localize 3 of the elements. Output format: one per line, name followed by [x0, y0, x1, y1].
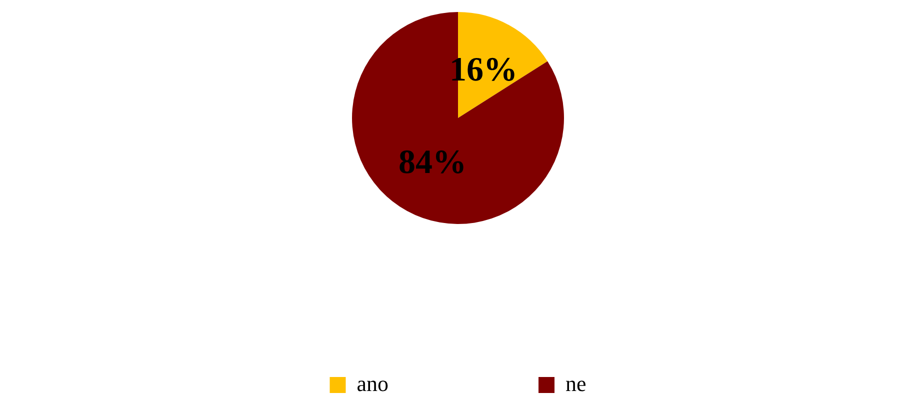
legend-label: ano — [356, 370, 388, 396]
data-label: 84% — [398, 144, 466, 182]
legend-label: ne — [566, 370, 586, 396]
